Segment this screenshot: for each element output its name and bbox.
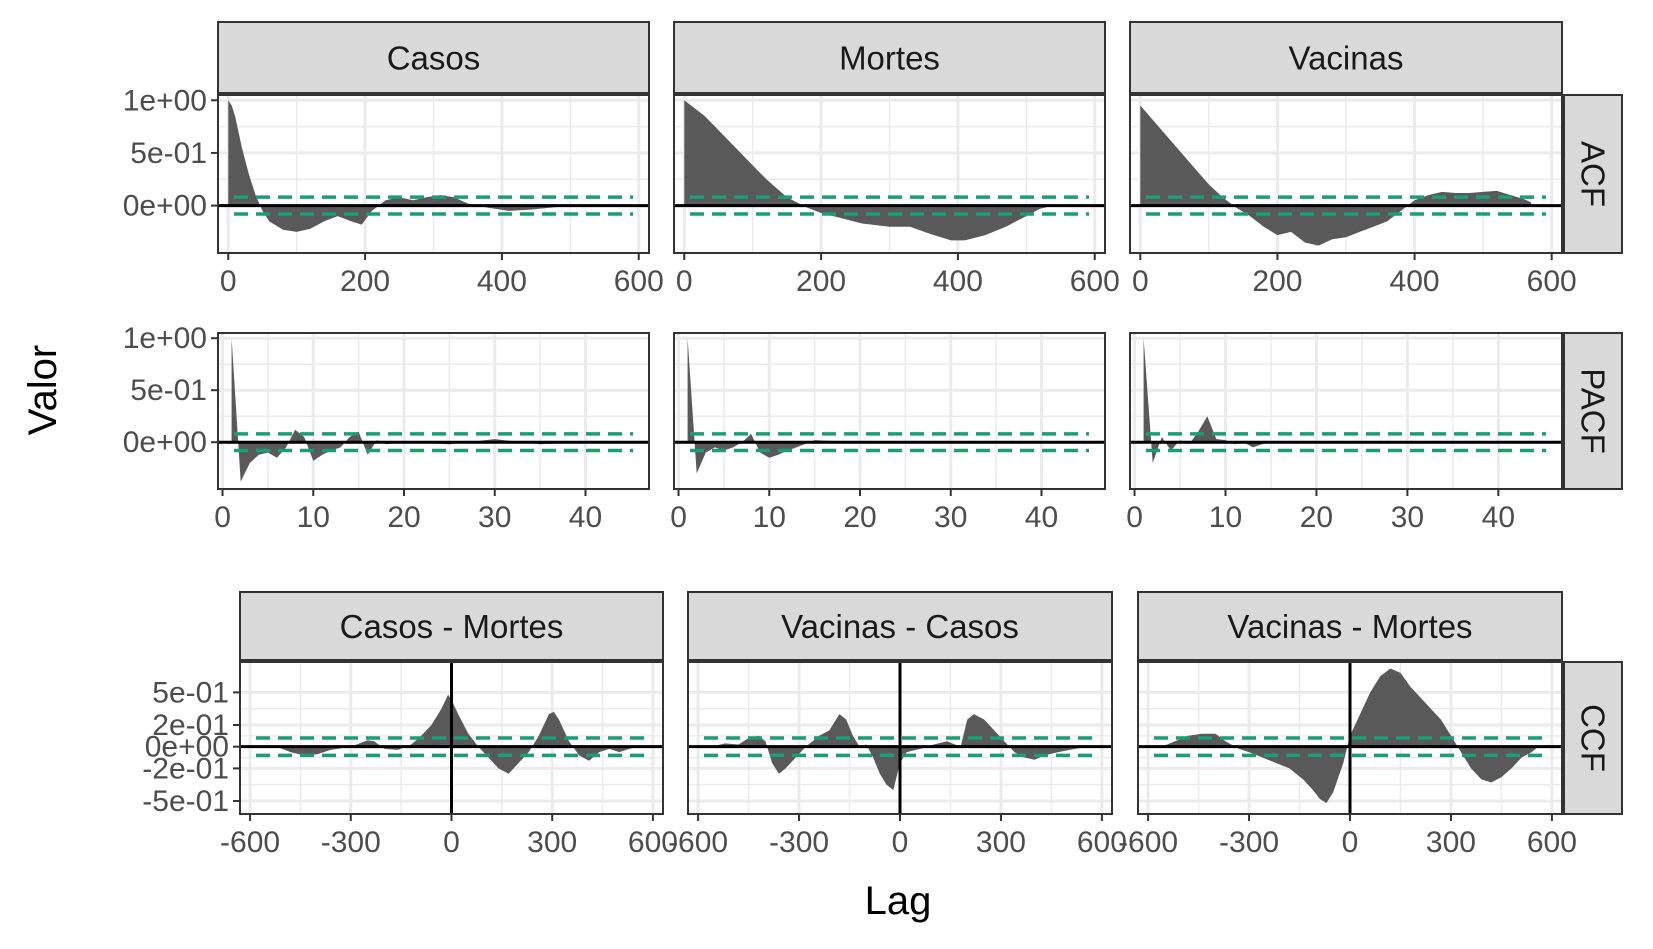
x-tick-label: 10 [297, 501, 330, 534]
series-area [231, 338, 631, 482]
row-strip-pacf: PACF [1563, 332, 1623, 490]
x-tick-label: 600 [1070, 265, 1120, 298]
x-tick-label: 400 [933, 265, 983, 298]
panel-border [673, 94, 1106, 254]
panel-background [1130, 333, 1562, 489]
x-tick-label: -600 [1118, 826, 1178, 859]
panel-acf-3: 0 200 400 600 Vacinas [1129, 21, 1577, 298]
x-tick-label: -300 [321, 826, 381, 859]
panel-pacf-1: 0 10 20 30 40 0e+00 5e-01 1e+00 [123, 322, 650, 534]
row-strip [1563, 332, 1623, 490]
panel-border [1129, 94, 1563, 254]
panel-acf-1: 0 200 400 600 0e+00 5e-01 1e+00 Casos [123, 21, 664, 298]
row-strip-label: ACF [1575, 141, 1612, 207]
facet-strip-label: Casos - Mortes [340, 608, 564, 645]
row-strip-label: PACF [1575, 368, 1612, 454]
x-tick-label: 0 [676, 265, 693, 298]
x-tick-label: 600 [628, 826, 678, 859]
x-tick-label: 10 [1209, 501, 1242, 534]
facet-strip-label: Casos [387, 40, 481, 77]
x-tick-label: 30 [1391, 501, 1424, 534]
series-area [1140, 105, 1532, 246]
x-tick-label: 300 [976, 826, 1026, 859]
x-tick-label: 600 [1077, 826, 1127, 859]
row-strip [1563, 94, 1623, 254]
x-tick-label: -300 [1219, 826, 1279, 859]
facet-strip [1129, 21, 1563, 94]
x-tick-label: 600 [1527, 265, 1577, 298]
panel-acf-2: 0 200 400 600 Mortes [673, 21, 1120, 298]
x-tick-label: 200 [1252, 265, 1302, 298]
x-tick-label: 200 [796, 265, 846, 298]
panel-ccf-1: -600 -300 0 300 600 -5e-01-2e-010e+002e-015e-… [142, 591, 678, 859]
panel-ccf-2: -600 -300 0 300 600 Vacinas - Casos [668, 591, 1127, 859]
x-tick-label: 400 [477, 265, 527, 298]
panel-pacf-3: 0 10 20 30 40 [1126, 332, 1563, 534]
panel-background [218, 333, 649, 489]
x-tick-label: 0 [214, 501, 231, 534]
y-tick-label: 5e-01 [130, 374, 207, 407]
row-strip-ccf: CCF [1563, 661, 1623, 815]
y-tick-label: 0e+00 [145, 731, 229, 764]
x-tick-label: 20 [387, 501, 420, 534]
y-tick-label: 2e-01 [152, 709, 229, 742]
facet-strip-label: Vacinas [1289, 40, 1404, 77]
x-tick-label: -600 [668, 826, 728, 859]
x-tick-label: 0 [220, 265, 237, 298]
y-tick-label: 0e+00 [123, 190, 207, 223]
facet-strip-label: Mortes [839, 40, 940, 77]
x-tick-label: 600 [614, 265, 664, 298]
x-tick-label: 600 [1527, 826, 1577, 859]
facet-strip [1137, 591, 1563, 661]
x-tick-label: 0 [670, 501, 687, 534]
x-tick-label: 30 [478, 501, 511, 534]
panel-background [674, 333, 1105, 489]
panel-border [1129, 332, 1563, 490]
x-tick-label: 300 [527, 826, 577, 859]
y-axis-title: Valor [21, 345, 65, 435]
panel-pacf-2: 0 10 20 30 40 [670, 332, 1106, 534]
y-tick-label: 1e+00 [123, 322, 207, 355]
y-tick-label: -5e-01 [142, 785, 229, 818]
row-strip [1563, 661, 1623, 815]
x-tick-label: 0 [443, 826, 460, 859]
facet-strip-label: Vacinas - Mortes [1227, 608, 1472, 645]
x-tick-label: 0 [1342, 826, 1359, 859]
panel-border [217, 332, 650, 490]
x-tick-label: -600 [220, 826, 280, 859]
facet-strip [239, 591, 664, 661]
y-tick-label: 5e-01 [152, 676, 229, 709]
row-strip-acf: ACF [1563, 94, 1623, 254]
x-tick-label: 40 [569, 501, 602, 534]
facet-strip [673, 21, 1106, 94]
panel-border [217, 94, 650, 254]
series-area [276, 694, 640, 774]
y-tick-label: 5e-01 [130, 137, 207, 170]
facet-strip [687, 591, 1113, 661]
x-tick-label: 20 [843, 501, 876, 534]
x-tick-label: 20 [1300, 501, 1333, 534]
x-tick-label: 40 [1025, 501, 1058, 534]
x-tick-label: -300 [769, 826, 829, 859]
panel-ccf-3: -600 -300 0 300 600 Vacinas - Mortes [1118, 591, 1577, 859]
y-tick-label: 0e+00 [123, 426, 207, 459]
x-axis-title: Lag [865, 879, 932, 923]
facet-strip [217, 21, 650, 94]
x-tick-label: 300 [1426, 826, 1476, 859]
x-tick-label: 200 [340, 265, 390, 298]
row-strip-label: CCF [1575, 704, 1612, 772]
panel-border [673, 332, 1106, 490]
y-tick-label: -2e-01 [142, 752, 229, 785]
x-tick-label: 10 [753, 501, 786, 534]
x-tick-label: 0 [1132, 265, 1149, 298]
x-tick-label: 0 [892, 826, 909, 859]
x-tick-label: 400 [1390, 265, 1440, 298]
x-tick-label: 30 [934, 501, 967, 534]
facet-strip-label: Vacinas - Casos [781, 608, 1019, 645]
x-tick-label: 0 [1126, 501, 1143, 534]
x-tick-label: 40 [1482, 501, 1515, 534]
y-tick-label: 1e+00 [123, 84, 207, 117]
